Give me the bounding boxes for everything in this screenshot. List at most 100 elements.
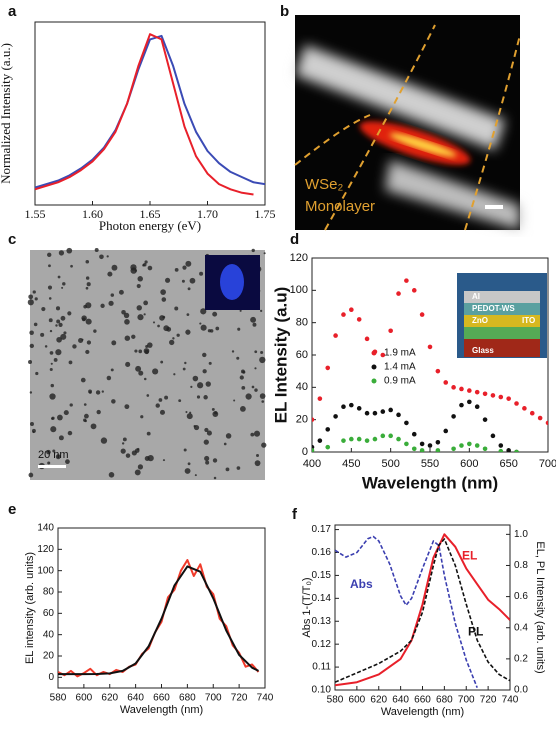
particle [27, 299, 34, 306]
particle [46, 449, 51, 455]
particle [196, 395, 201, 399]
plot-frame [57, 527, 266, 689]
particle [80, 377, 86, 383]
data-point [380, 409, 386, 414]
particle [237, 327, 241, 331]
layer [464, 303, 540, 315]
particle [134, 469, 141, 476]
y2-tick-label: 0.6 [514, 591, 528, 602]
data-point [498, 394, 504, 400]
particle [67, 430, 73, 436]
particle [236, 466, 241, 470]
particle [204, 455, 210, 462]
particle [184, 361, 187, 365]
layer [464, 315, 540, 327]
particle [254, 367, 257, 370]
series-line [335, 538, 510, 683]
particle [51, 416, 55, 420]
data-point [364, 438, 370, 443]
particle [185, 329, 191, 335]
particle [29, 343, 35, 349]
x-tick-label: 600 [460, 458, 478, 470]
x-tick-label: 600 [76, 693, 93, 704]
series-line [58, 559, 260, 678]
particle [121, 442, 125, 445]
particle [225, 467, 230, 472]
data-point [506, 448, 511, 452]
particle [197, 382, 204, 389]
particle [206, 430, 212, 436]
data-point [317, 396, 323, 401]
y-tick-label: 0.17 [312, 524, 332, 535]
particle [233, 399, 236, 402]
particle [155, 403, 160, 408]
data-point [380, 352, 386, 358]
particle [185, 260, 192, 267]
data-point [443, 428, 449, 434]
particle [111, 399, 116, 404]
particle [202, 352, 207, 358]
particle [260, 309, 263, 313]
data-point [482, 446, 488, 452]
data-point [372, 410, 378, 416]
particle [260, 350, 264, 355]
data-point [490, 433, 496, 439]
particle [261, 442, 267, 448]
series-group [312, 278, 548, 452]
data-point [482, 391, 488, 397]
panel-label: f [292, 506, 298, 523]
particle [223, 442, 227, 446]
data-point [356, 317, 362, 322]
particle [251, 248, 255, 253]
y-tick-label: 0.16 [312, 547, 332, 558]
particle [263, 252, 266, 255]
particle [200, 324, 207, 331]
x-tick-label: 1.55 [25, 207, 46, 221]
particle [108, 300, 114, 306]
layer [464, 291, 540, 303]
particle [199, 322, 202, 325]
inset-label: Al [472, 292, 480, 301]
y-tick-label: 100 [290, 284, 308, 296]
data-point [404, 278, 409, 283]
x-tick-label: 740 [502, 695, 519, 706]
particle [181, 279, 185, 283]
particle [254, 388, 258, 392]
data-point [419, 441, 425, 447]
x-tick-label: 720 [231, 693, 248, 704]
data-point [459, 402, 464, 408]
legend-label: 0.9 mA [384, 376, 416, 387]
y2-tick-label: 0.8 [514, 560, 528, 571]
data-point [435, 448, 441, 452]
y-tick-label: 60 [296, 349, 308, 361]
particle [60, 333, 67, 340]
particle [161, 297, 167, 302]
particle [165, 277, 171, 283]
data-point [411, 446, 417, 452]
inset-label: PEDOT-WS [472, 304, 515, 313]
y-axis-label: Abs 1-(T/T₀) [301, 577, 313, 637]
particle [172, 337, 175, 340]
particle [57, 414, 63, 421]
y-tick-label: 20 [43, 651, 55, 662]
particle [55, 306, 61, 311]
data-point [388, 433, 393, 439]
data-point [506, 396, 511, 401]
x-axis-label: Wavelength (nm) [362, 473, 498, 492]
particle [63, 331, 67, 335]
particle [162, 315, 166, 319]
particle [146, 394, 150, 397]
data-point [474, 389, 480, 395]
panel-label: a [8, 3, 17, 20]
particle [142, 264, 145, 267]
particle [47, 252, 52, 258]
data-point [419, 448, 425, 452]
data-point [404, 420, 409, 426]
y-tick-label: 0 [302, 446, 308, 458]
particle [225, 433, 232, 439]
particle [93, 329, 97, 333]
data-point [325, 365, 331, 371]
particle [50, 362, 53, 365]
particle [211, 407, 215, 411]
particle [58, 435, 64, 441]
